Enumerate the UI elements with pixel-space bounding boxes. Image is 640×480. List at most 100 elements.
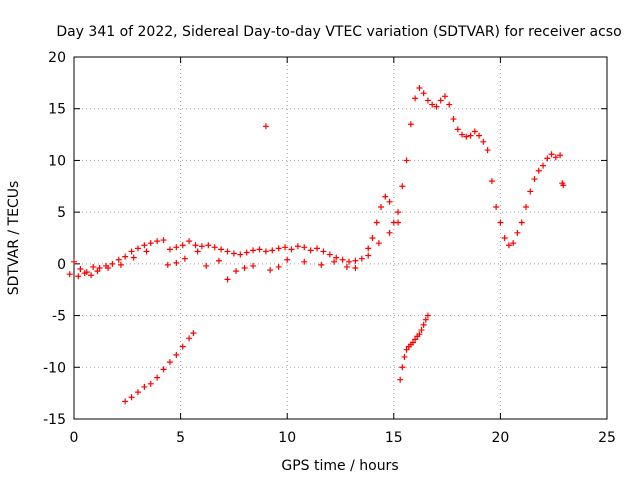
data-point bbox=[441, 93, 448, 100]
data-point bbox=[141, 242, 148, 249]
data-point bbox=[471, 128, 478, 135]
data-point bbox=[397, 376, 404, 383]
data-point bbox=[134, 389, 141, 396]
data-point bbox=[399, 364, 406, 371]
data-point bbox=[409, 339, 416, 346]
data-point bbox=[233, 268, 240, 275]
data-point bbox=[510, 240, 517, 247]
series-lower-band bbox=[66, 219, 402, 283]
data-point bbox=[122, 253, 129, 260]
data-point bbox=[224, 276, 231, 283]
x-tick-label: 0 bbox=[70, 430, 79, 446]
data-point bbox=[105, 264, 112, 271]
data-point bbox=[401, 353, 408, 360]
data-point bbox=[433, 103, 440, 110]
data-point bbox=[154, 374, 161, 381]
data-point bbox=[484, 147, 491, 154]
data-point bbox=[314, 245, 321, 252]
data-point bbox=[450, 116, 457, 123]
data-point bbox=[395, 209, 402, 216]
data-point bbox=[424, 97, 431, 104]
data-point bbox=[88, 272, 95, 279]
data-point bbox=[81, 270, 88, 277]
data-point bbox=[262, 123, 269, 130]
data-point bbox=[130, 254, 137, 261]
data-point bbox=[420, 90, 427, 97]
data-point bbox=[122, 398, 129, 405]
data-point bbox=[147, 380, 154, 387]
data-point bbox=[346, 258, 353, 265]
data-point bbox=[243, 249, 250, 256]
data-point bbox=[463, 133, 470, 140]
data-point bbox=[66, 271, 73, 278]
data-point bbox=[369, 235, 376, 241]
data-point bbox=[420, 321, 427, 328]
data-point bbox=[154, 238, 161, 245]
data-point bbox=[386, 198, 393, 205]
data-point bbox=[109, 260, 116, 267]
data-point bbox=[282, 244, 289, 251]
series-arc-low-1 bbox=[122, 330, 197, 405]
data-point bbox=[250, 262, 257, 269]
data-point bbox=[77, 266, 84, 273]
y-tick-label: 0 bbox=[57, 257, 66, 273]
data-point bbox=[412, 336, 419, 343]
data-point bbox=[128, 248, 135, 255]
data-point bbox=[166, 359, 173, 366]
grid-lines bbox=[74, 57, 607, 419]
data-point bbox=[552, 154, 559, 161]
data-point bbox=[560, 182, 567, 189]
y-tick-label: -5 bbox=[52, 309, 66, 325]
data-point bbox=[241, 264, 248, 271]
data-point bbox=[540, 162, 547, 169]
data-point bbox=[160, 366, 167, 373]
data-point bbox=[522, 203, 529, 210]
y-tick-label: -15 bbox=[43, 412, 66, 428]
data-point bbox=[307, 247, 314, 254]
y-tick-label: 20 bbox=[48, 50, 66, 66]
axis-ticks bbox=[73, 56, 608, 420]
data-point bbox=[275, 245, 282, 252]
data-point bbox=[181, 255, 188, 262]
plot-frame bbox=[73, 56, 608, 420]
data-point bbox=[527, 188, 534, 195]
y-tick-label: -10 bbox=[43, 360, 66, 376]
data-point bbox=[269, 247, 276, 254]
data-point bbox=[544, 155, 551, 162]
chart-title: Day 341 of 2022, Sidereal Day-to-day VTE… bbox=[56, 24, 621, 40]
data-point bbox=[186, 335, 193, 342]
data-point bbox=[386, 229, 393, 236]
data-point bbox=[375, 240, 382, 247]
data-point bbox=[318, 261, 325, 268]
data-point bbox=[416, 331, 423, 338]
data-point bbox=[94, 268, 101, 275]
data-point bbox=[424, 312, 431, 319]
data-point bbox=[343, 263, 350, 270]
data-point bbox=[203, 262, 210, 269]
data-point bbox=[429, 101, 436, 108]
data-point bbox=[128, 394, 135, 401]
data-point bbox=[467, 132, 474, 139]
data-point bbox=[250, 247, 257, 254]
data-point bbox=[179, 242, 186, 249]
data-point bbox=[141, 383, 148, 390]
y-axis-label: SDTVAR / TECUs bbox=[6, 181, 22, 296]
data-point bbox=[173, 259, 180, 266]
data-point bbox=[117, 261, 124, 268]
data-point bbox=[288, 246, 295, 253]
data-point bbox=[488, 178, 495, 185]
data-point bbox=[75, 273, 82, 280]
data-point bbox=[267, 267, 274, 274]
data-point bbox=[446, 101, 453, 108]
x-tick-label: 15 bbox=[385, 430, 403, 446]
data-point bbox=[352, 257, 359, 264]
data-point bbox=[454, 126, 461, 133]
data-point bbox=[301, 258, 308, 265]
data-point bbox=[333, 254, 340, 261]
data-point bbox=[173, 351, 180, 358]
data-point bbox=[437, 97, 444, 104]
data-point bbox=[205, 242, 212, 249]
data-point bbox=[497, 219, 504, 226]
data-point bbox=[218, 246, 225, 253]
